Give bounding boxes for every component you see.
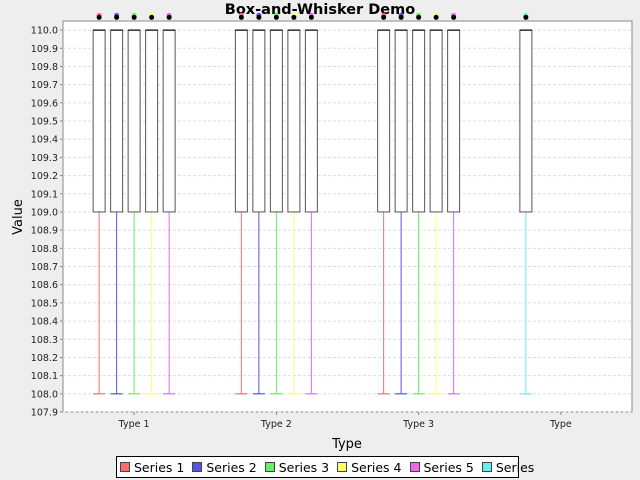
mean-marker <box>256 14 262 20</box>
legend-item: Series <box>481 459 535 475</box>
box <box>412 29 426 213</box>
mean-marker <box>416 14 422 20</box>
mean-marker <box>114 14 120 20</box>
legend-swatch <box>120 462 130 472</box>
y-tick-label: 108.0 <box>31 389 58 400</box>
box <box>252 29 266 213</box>
mean-marker <box>166 14 172 20</box>
x-axis-label: Type <box>331 437 362 452</box>
x-tick-label: Type 2 <box>260 419 292 430</box>
legend-swatch <box>337 462 348 472</box>
y-tick-label: 109.1 <box>31 189 58 200</box>
legend-swatch <box>481 462 492 472</box>
legend-item: Series 1 <box>120 460 184 475</box>
box <box>429 29 443 213</box>
y-tick-label: 108.6 <box>31 280 58 291</box>
legend-item: Series 5 <box>409 459 474 475</box>
legend-swatch <box>409 462 420 472</box>
y-tick-label: 109.4 <box>31 135 58 146</box>
legend-label: Series <box>495 459 535 475</box>
y-tick-label: 108.3 <box>31 335 58 346</box>
y-tick-label: 108.8 <box>31 244 58 255</box>
y-axis: 107.9 108.0 108.1 108.2 108.3 108.4 108.5 108.6… <box>31 26 63 419</box>
chart-title: Box-and-Whisker Demo <box>225 2 415 18</box>
y-tick-label: 108.1 <box>31 371 58 382</box>
legend-label: Series 2 <box>206 459 257 475</box>
y-tick-label: 109.0 <box>31 207 58 218</box>
box <box>110 29 124 213</box>
box <box>447 29 461 213</box>
y-tick-label: 109.5 <box>31 117 58 128</box>
x-axis: Type 1 Type 2 Type 3 Type <box>118 412 572 430</box>
box <box>92 29 106 213</box>
box <box>377 29 391 213</box>
legend-label: Series 3 <box>278 459 330 475</box>
box <box>304 29 318 213</box>
box <box>269 29 283 213</box>
mean-marker <box>96 14 102 20</box>
box <box>234 29 248 213</box>
y-tick-label: 109.6 <box>31 98 58 109</box>
box <box>287 29 301 213</box>
box <box>394 29 408 213</box>
boxes <box>92 12 533 395</box>
x-tick-label: Type 3 <box>402 419 434 430</box>
y-tick-label: 108.5 <box>31 298 58 309</box>
y-tick-label: 109.8 <box>31 62 58 73</box>
mean-marker <box>291 14 297 20</box>
mean-marker <box>149 14 155 20</box>
mean-marker <box>131 14 137 20</box>
box <box>162 29 176 213</box>
mean-marker <box>238 14 244 20</box>
y-tick-label: 108.9 <box>31 226 58 237</box>
box <box>145 29 159 213</box>
legend-swatch <box>264 462 275 472</box>
mean-marker <box>273 14 279 20</box>
y-tick-label: 109.9 <box>31 44 58 55</box>
legend: Series 1 Series 2 Series 3 Series 4 Series 5… <box>116 456 534 478</box>
mean-marker <box>381 14 387 20</box>
legend-swatch <box>192 462 203 472</box>
legend-label: Series 4 <box>351 459 402 475</box>
mean-marker <box>523 14 529 20</box>
mean-marker <box>308 14 314 20</box>
y-tick-label: 109.7 <box>31 80 58 91</box>
legend-label: Series 1 <box>134 459 185 475</box>
legend-item: Series 2 <box>192 459 257 475</box>
y-axis-label: Value <box>11 199 26 235</box>
mean-marker <box>433 14 439 20</box>
y-tick-label: 109.2 <box>31 171 58 182</box>
mean-marker <box>451 14 457 20</box>
mean-marker <box>398 14 404 20</box>
y-tick-label: 110.0 <box>31 26 58 37</box>
y-tick-label: 108.4 <box>31 317 58 328</box>
legend-label: Series 5 <box>423 459 474 475</box>
box <box>127 29 141 213</box>
x-tick-label: Type <box>549 419 572 430</box>
legend-item: Series 3 <box>264 459 330 475</box>
y-tick-label: 108.2 <box>31 353 58 364</box>
legend-item: Series 4 <box>337 459 402 475</box>
y-tick-label: 108.7 <box>31 262 58 273</box>
y-tick-label: 109.3 <box>31 153 58 164</box>
box <box>519 29 533 213</box>
y-tick-label: 107.9 <box>31 408 58 419</box>
x-tick-label: Type 1 <box>118 419 150 430</box>
